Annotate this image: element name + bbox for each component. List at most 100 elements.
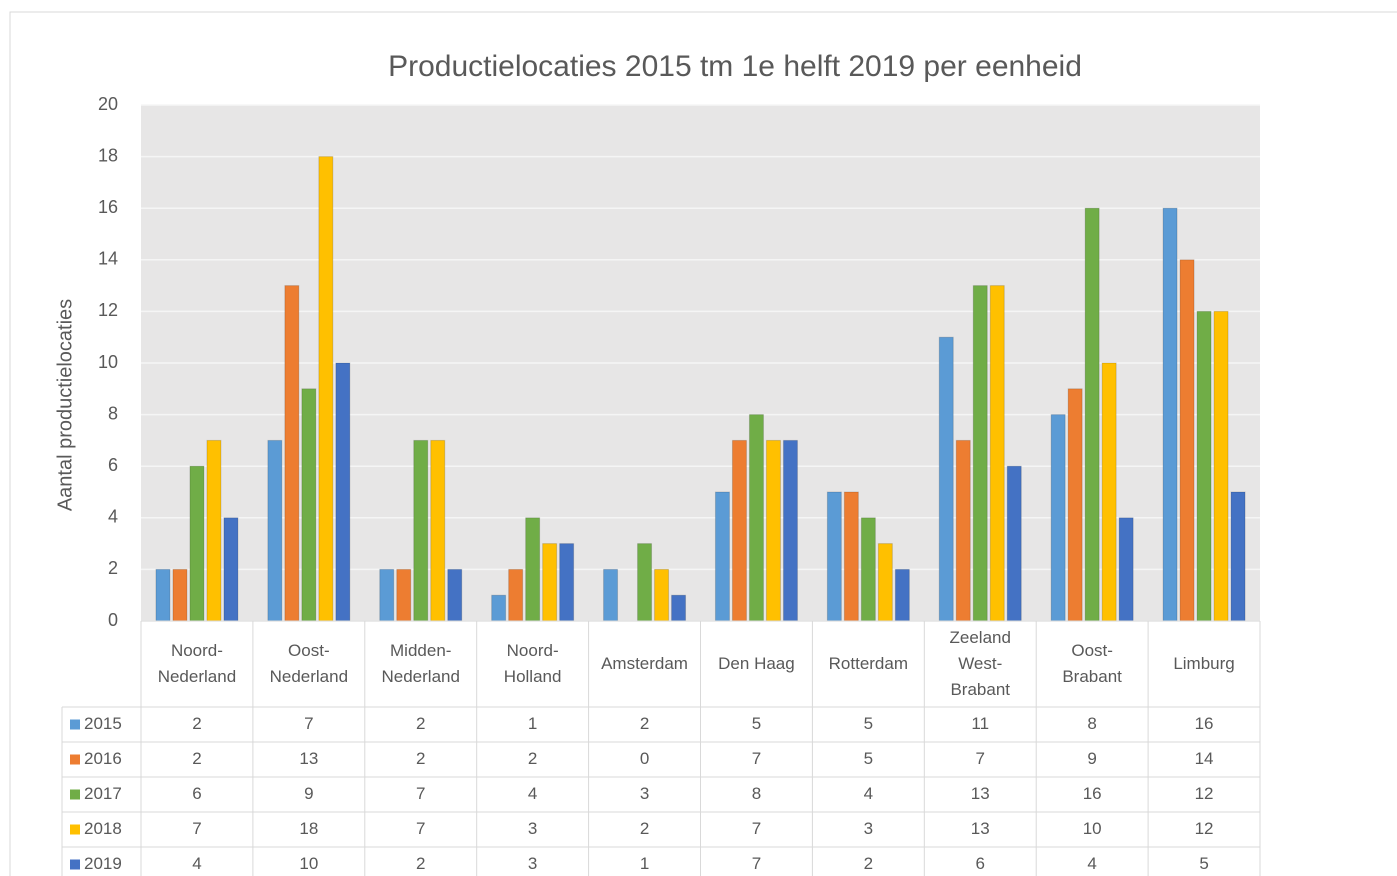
bar: [525, 517, 541, 622]
x-tick-label: Noord-Nederland: [141, 621, 253, 707]
legend-swatch: [70, 824, 80, 835]
table-value: 6: [976, 854, 985, 873]
category-text: Midden-Nederland: [381, 641, 460, 686]
y-axis-title: Aantal productielocaties: [54, 299, 76, 511]
bar: [1179, 259, 1195, 622]
bar: [877, 543, 893, 622]
legend-label: 2019: [84, 854, 122, 873]
bar: [542, 543, 558, 622]
category-text: Zeeland West-Brabant: [949, 628, 1011, 699]
bar: [189, 465, 205, 622]
bar: [379, 568, 395, 622]
table-value: 2: [640, 819, 649, 838]
table-value: 7: [416, 819, 425, 838]
table-value: 6: [192, 784, 201, 803]
table-value: 10: [1083, 819, 1102, 838]
table-value: 11: [971, 714, 989, 733]
y-tick-label: 4: [108, 507, 118, 527]
bar: [413, 439, 429, 622]
bar: [765, 439, 781, 622]
table-value: 5: [1199, 854, 1208, 873]
table-value: 2: [416, 854, 425, 873]
y-tick-label: 20: [98, 94, 118, 114]
legend-label: 2018: [84, 819, 122, 838]
bar: [1196, 310, 1212, 622]
bar: [894, 568, 910, 622]
bar: [731, 439, 747, 622]
x-tick-label: Limburg: [1148, 621, 1260, 707]
table-value: 12: [1195, 784, 1214, 803]
bar: [1006, 465, 1022, 622]
chart-title: Productielocaties 2015 tm 1e helft 2019 …: [388, 50, 1082, 83]
legend-swatch: [70, 754, 80, 765]
bar: [955, 439, 971, 622]
table-value: 7: [752, 854, 761, 873]
bar: [1230, 491, 1246, 622]
y-tick-label: 8: [108, 403, 118, 423]
table-value: 16: [1083, 784, 1102, 803]
x-tick-label: Den Haag: [701, 621, 813, 707]
bar: [1084, 207, 1100, 622]
table-value: 9: [1087, 749, 1096, 768]
y-tick-label: 12: [98, 300, 118, 320]
legend-swatch: [70, 859, 80, 870]
table-value: 3: [528, 819, 537, 838]
bar: [447, 568, 463, 622]
legend-swatch: [70, 719, 80, 730]
table-value: 16: [1195, 714, 1214, 733]
category-text: Noord-Holland: [503, 641, 562, 686]
table-value: 0: [640, 749, 649, 768]
category-text: Oost-Nederland: [269, 641, 349, 686]
bar: [223, 517, 239, 622]
table-value: 4: [528, 784, 537, 803]
table-value: 2: [192, 749, 201, 768]
bar: [843, 491, 859, 622]
x-tick-label: Midden-Nederland: [365, 621, 477, 707]
table-value: 10: [299, 854, 318, 873]
category-text: Amsterdam: [601, 654, 688, 673]
bar: [603, 568, 619, 622]
table-value: 7: [192, 819, 201, 838]
table-value: 2: [528, 749, 537, 768]
table-value: 5: [752, 714, 761, 733]
bar: [284, 285, 300, 622]
table-value: 3: [864, 819, 873, 838]
table-value: 7: [976, 749, 985, 768]
legend-label: 2016: [84, 749, 122, 768]
bar: [938, 336, 954, 622]
y-tick-label: 18: [98, 145, 118, 165]
category-text: Oost-Brabant: [1062, 641, 1122, 686]
bar: [714, 491, 730, 622]
category-text: Limburg: [1173, 654, 1235, 673]
x-tick-label: Rotterdam: [812, 621, 924, 707]
bar: [1050, 414, 1066, 622]
y-tick-label: 2: [108, 558, 118, 578]
table-value: 14: [1195, 749, 1214, 768]
bar: [1162, 207, 1178, 622]
table-value: 3: [640, 784, 649, 803]
x-tick-label: Oost-Nederland: [253, 621, 365, 707]
bar: [430, 439, 446, 622]
bar: [671, 594, 687, 622]
category-text: Noord-Nederland: [157, 641, 237, 686]
legend-label: 2017: [84, 784, 122, 803]
bar: [155, 568, 171, 622]
table-value: 2: [416, 749, 425, 768]
bar: [206, 439, 222, 622]
bar: [748, 414, 764, 622]
table-value: 5: [864, 714, 873, 733]
bar: [989, 285, 1005, 622]
legend-label: 2015: [84, 714, 122, 733]
x-tick-label: Oost-Brabant: [1036, 621, 1148, 707]
table-value: 7: [752, 819, 761, 838]
y-tick-label: 0: [108, 610, 118, 630]
y-tick-label: 10: [98, 352, 118, 372]
legend-swatch: [70, 789, 80, 800]
bar: [826, 491, 842, 622]
table-value: 2: [640, 714, 649, 733]
x-tick-label: Zeeland West-Brabant: [924, 621, 1036, 707]
bar: [782, 439, 798, 622]
bar: [637, 543, 653, 622]
